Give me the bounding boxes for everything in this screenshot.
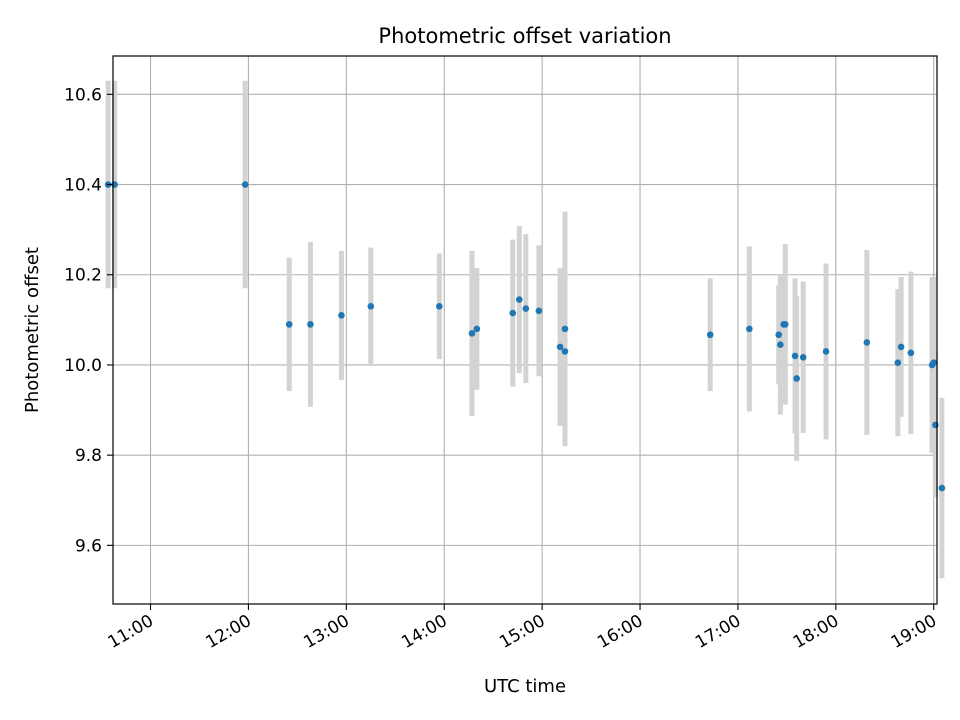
y-axis-label: Photometric offset: [22, 247, 43, 413]
data-point: [894, 359, 902, 366]
data-point: [932, 421, 939, 429]
data-point: [777, 341, 784, 348]
y-tick-label: 10.4: [64, 176, 102, 196]
data-point: [522, 305, 530, 312]
data-point: [907, 349, 915, 357]
plot-frame: [112, 55, 938, 605]
data-point: [556, 343, 564, 351]
y-tick-label: 9.6: [75, 536, 102, 556]
y-tick-label: 10.6: [64, 85, 102, 105]
x-axis-label: UTC time: [484, 676, 566, 697]
data-point: [791, 352, 799, 360]
data-point: [367, 303, 375, 310]
data-point: [535, 307, 543, 315]
data-point: [509, 309, 517, 317]
data-point: [307, 321, 314, 328]
data-point: [706, 331, 714, 339]
grid: [113, 56, 937, 604]
data-point: [775, 331, 783, 339]
data-point: [515, 296, 523, 303]
data-point: [241, 181, 249, 188]
y-tick-label: 9.8: [75, 446, 102, 466]
data-point: [746, 325, 753, 333]
data-point: [473, 325, 481, 333]
data-point: [938, 484, 946, 492]
y-axis-ticks: 9.6 9.8 10.0 10.2 10.4 10.6: [64, 85, 113, 556]
data-point: [863, 339, 871, 346]
data-point: [285, 321, 293, 328]
chart-title: Photometric offset variation: [378, 24, 671, 48]
data-point: [468, 330, 476, 337]
data-point: [561, 325, 569, 333]
data-points: [104, 181, 946, 492]
data-point: [781, 321, 789, 328]
data-point: [793, 375, 800, 382]
data-point: [897, 343, 905, 351]
data-point: [436, 303, 443, 310]
data-point: [799, 353, 807, 361]
y-tick-label: 10.2: [64, 266, 102, 286]
data-point: [561, 348, 569, 355]
y-tick-label: 10.0: [64, 356, 102, 376]
data-point: [338, 312, 345, 319]
data-point: [822, 348, 830, 355]
data-point: [930, 359, 938, 366]
